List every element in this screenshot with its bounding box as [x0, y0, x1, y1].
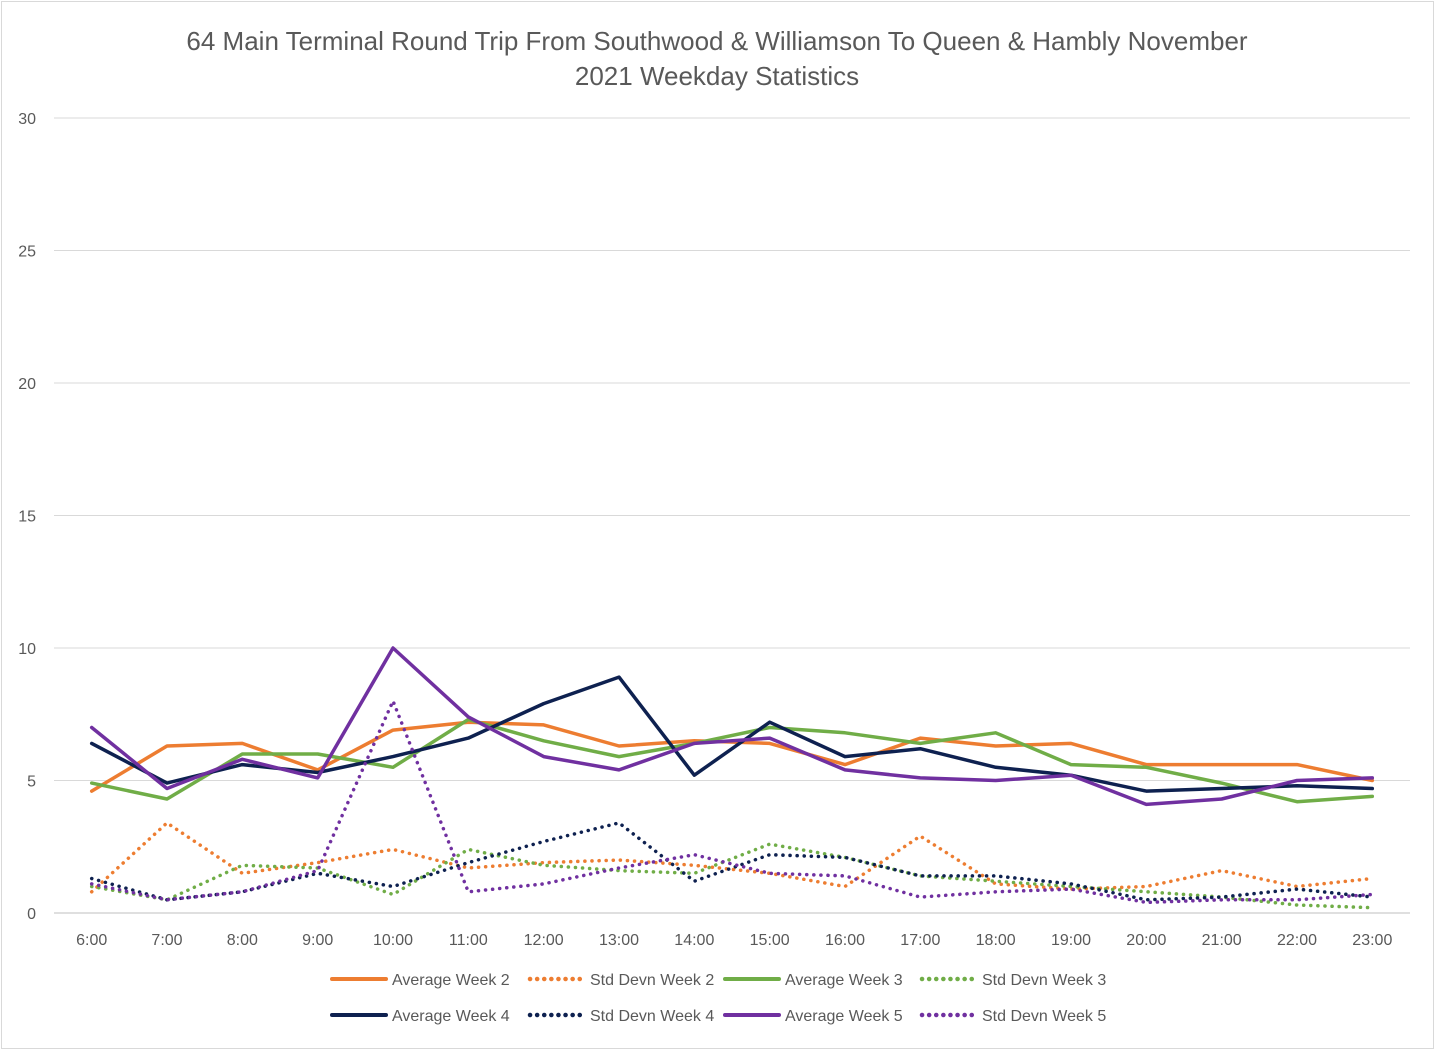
legend-item-average-week-2: Average Week 2 [330, 972, 510, 989]
x-tick-label: 8:00 [227, 932, 258, 949]
chart-title-line-2: 2021 Weekday Statistics [575, 61, 859, 91]
y-tick-label: 25 [18, 244, 36, 261]
x-tick-label: 15:00 [750, 932, 790, 949]
chart-title-line-1: 64 Main Terminal Round Trip From Southwo… [186, 26, 1248, 56]
x-tick-label: 6:00 [76, 932, 107, 949]
legend-item-average-week-5: Average Week 5 [723, 1008, 903, 1025]
x-tick-label: 11:00 [449, 932, 488, 949]
y-tick-label: 0 [27, 906, 36, 923]
legend-label: Std Devn Week 5 [982, 1008, 1106, 1025]
legend-label: Average Week 5 [785, 1008, 903, 1025]
x-tick-label: 16:00 [825, 932, 865, 949]
legend-label: Std Devn Week 3 [982, 972, 1106, 989]
y-tick-label: 5 [27, 774, 36, 791]
legend-label: Average Week 2 [392, 972, 510, 989]
y-tick-label: 30 [18, 111, 36, 128]
legend-label: Std Devn Week 2 [590, 972, 714, 989]
x-axis-ticks: 6:00 7:00 8:00 9:00 10:00 11:00 12:00 13:00 14:0… [76, 932, 1392, 949]
x-tick-label: 7:00 [151, 932, 182, 949]
legend: Average Week 2 Std Devn Week 2 Average Wee… [330, 972, 1106, 1025]
x-tick-label: 20:00 [1126, 932, 1166, 949]
x-tick-label: 22:00 [1277, 932, 1317, 949]
x-tick-label: 21:00 [1202, 932, 1242, 949]
legend-label: Average Week 3 [785, 972, 903, 989]
x-tick-label: 23:00 [1352, 932, 1392, 949]
series-line-std-devn-week-4 [89, 821, 1375, 902]
series-line-average-week-4 [89, 675, 1375, 793]
legend-label: Average Week 4 [392, 1008, 510, 1025]
series-line-average-week-5 [89, 646, 1375, 807]
y-tick-label: 15 [18, 509, 36, 526]
series-line-std-devn-week-5 [89, 699, 1375, 905]
series-lines [89, 646, 1375, 910]
series-line-std-devn-week-3 [89, 842, 1375, 910]
legend-item-std-devn-week-4: Std Devn Week 4 [527, 1008, 714, 1025]
y-tick-label: 10 [18, 641, 36, 658]
y-axis-ticks: 0 5 10 15 20 25 30 [18, 111, 36, 923]
x-tick-label: 14:00 [674, 932, 714, 949]
x-tick-label: 12:00 [524, 932, 564, 949]
x-tick-label: 17:00 [900, 932, 940, 949]
x-tick-label: 18:00 [976, 932, 1016, 949]
x-tick-label: 19:00 [1051, 932, 1091, 949]
legend-item-average-week-4: Average Week 4 [330, 1008, 510, 1025]
x-tick-label: 13:00 [599, 932, 639, 949]
gridlines [54, 117, 1410, 914]
x-tick-label: 9:00 [302, 932, 333, 949]
legend-item-std-devn-week-2: Std Devn Week 2 [527, 972, 714, 989]
series-line-std-devn-week-2 [89, 821, 1375, 894]
legend-item-average-week-3: Average Week 3 [723, 972, 903, 989]
legend-label: Std Devn Week 4 [590, 1008, 714, 1025]
x-tick-label: 10:00 [373, 932, 413, 949]
legend-item-std-devn-week-3: Std Devn Week 3 [919, 972, 1106, 989]
y-tick-label: 20 [18, 376, 36, 393]
series-line-average-week-3 [89, 717, 1375, 804]
legend-item-std-devn-week-5: Std Devn Week 5 [919, 1008, 1106, 1025]
